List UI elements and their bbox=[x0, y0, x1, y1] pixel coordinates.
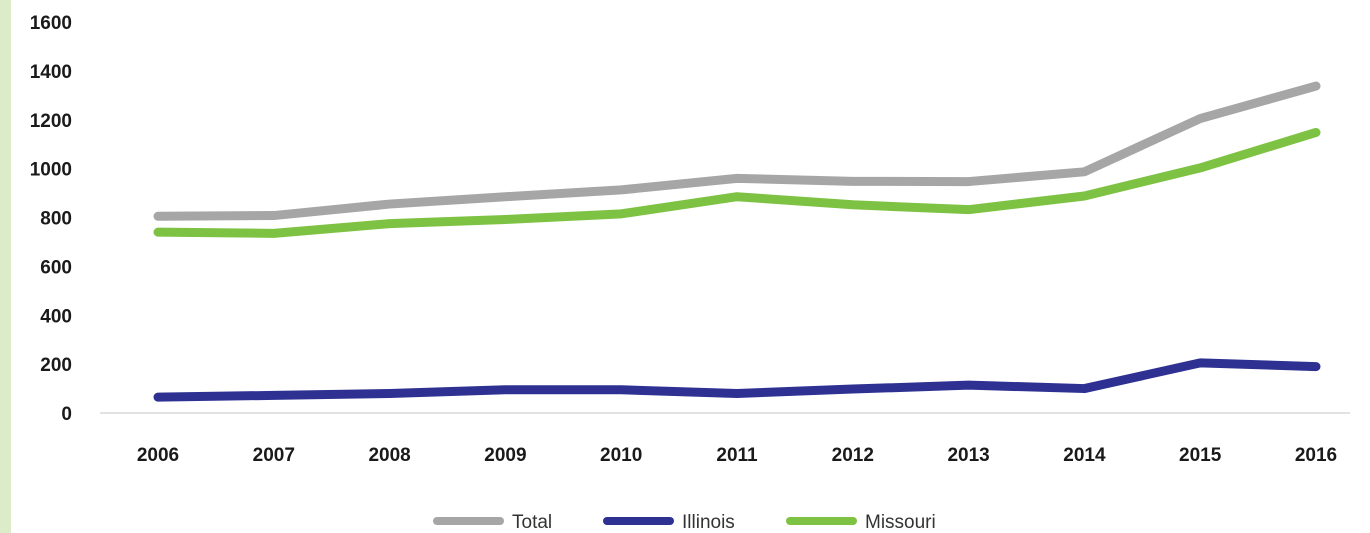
x-tick-label: 2012 bbox=[832, 445, 874, 466]
x-tick-label: 2013 bbox=[947, 445, 989, 466]
x-tick-label: 2011 bbox=[716, 445, 758, 466]
y-tick-label: 0 bbox=[61, 404, 72, 425]
x-tick-label: 2006 bbox=[137, 445, 179, 466]
y-tick-label: 1000 bbox=[30, 160, 72, 181]
x-tick-label: 2008 bbox=[368, 445, 410, 466]
x-axis: 2006 2007 2008 2009 2010 2011 2012 2013 2014 2015… bbox=[137, 445, 1337, 466]
y-tick-label: 1600 bbox=[30, 13, 72, 34]
x-tick-label: 2010 bbox=[600, 445, 642, 466]
y-tick-label: 1400 bbox=[30, 62, 72, 83]
y-tick-label: 1200 bbox=[30, 111, 72, 132]
x-tick-label: 2009 bbox=[484, 445, 526, 466]
series-line-total bbox=[153, 81, 1321, 221]
legend-item-total: Total bbox=[433, 512, 552, 533]
legend-label: Illinois bbox=[682, 512, 735, 533]
y-tick-label: 800 bbox=[40, 209, 72, 230]
x-tick-label: 2016 bbox=[1295, 445, 1337, 466]
series-line-illinois bbox=[153, 358, 1321, 402]
legend-label: Missouri bbox=[865, 512, 936, 533]
x-tick-label: 2007 bbox=[253, 445, 295, 466]
x-tick-label: 2015 bbox=[1179, 445, 1222, 466]
series-layer bbox=[153, 81, 1321, 402]
y-tick-label: 400 bbox=[40, 306, 72, 327]
y-tick-label: 200 bbox=[40, 355, 72, 376]
x-tick-label: 2014 bbox=[1063, 445, 1106, 466]
y-tick-label: 600 bbox=[40, 257, 72, 278]
y-axis: 0 200 400 600 800 1000 1200 1400 1600 bbox=[30, 13, 72, 425]
series-line-missouri bbox=[153, 127, 1321, 238]
legend-item-missouri: Missouri bbox=[786, 512, 936, 533]
left-accent-strip bbox=[0, 0, 11, 533]
legend-item-illinois: Illinois bbox=[603, 512, 735, 533]
legend-label: Total bbox=[512, 512, 552, 533]
legend: Total Illinois Missouri bbox=[433, 512, 936, 533]
